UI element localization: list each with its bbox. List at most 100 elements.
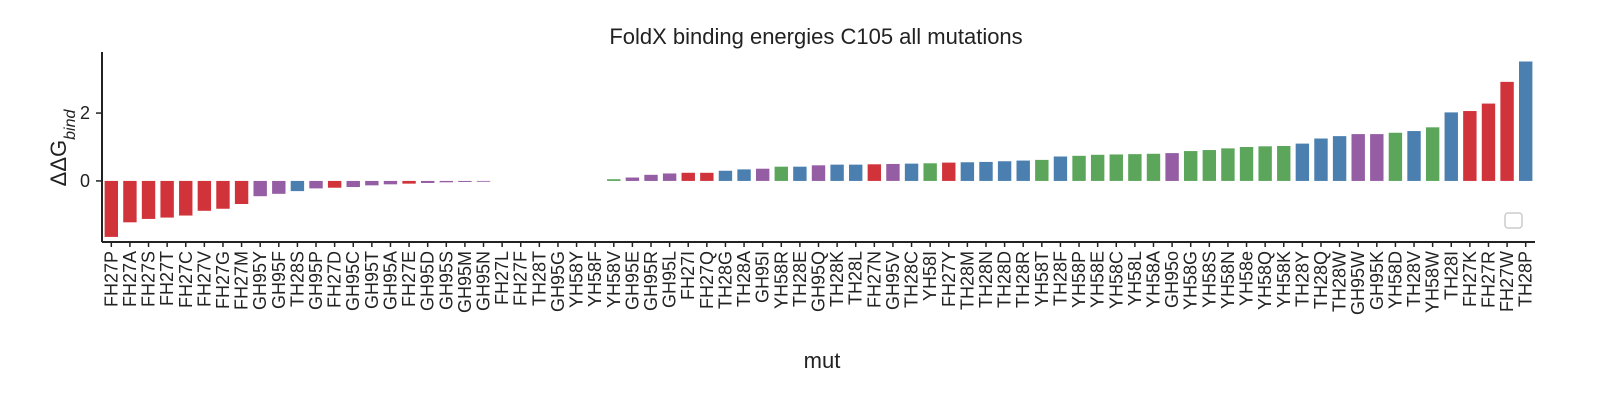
bar-FH27S bbox=[141, 180, 156, 219]
x-tick-label: YH58W bbox=[1423, 251, 1443, 313]
bar-TH28P bbox=[1519, 61, 1533, 181]
x-tick-label: FH27F bbox=[511, 251, 531, 306]
x-tick-label: YH58K bbox=[1274, 251, 1294, 308]
bar-GH95E bbox=[625, 177, 640, 181]
x-tick-label: FH27L bbox=[492, 251, 512, 305]
bar-YH58A bbox=[1146, 153, 1161, 181]
bar-YH58D bbox=[1388, 132, 1403, 181]
x-tick-label: GH95Q bbox=[809, 251, 829, 312]
x-tick-label: FH27K bbox=[1460, 251, 1480, 307]
bar-YH58I bbox=[923, 163, 937, 181]
x-tick-label: FH27G bbox=[213, 251, 233, 309]
x-tick-label: TH28K bbox=[827, 251, 847, 307]
bar-YH58P bbox=[1072, 155, 1086, 181]
bar-TH28F bbox=[1053, 156, 1068, 181]
x-tick-label: YH58L bbox=[1125, 251, 1145, 306]
bar-TH28N bbox=[979, 161, 993, 181]
y-axis-label: ΔΔGbind bbox=[46, 109, 79, 187]
x-tick-label: FH27P bbox=[101, 251, 121, 307]
x-tick-label: YH58T bbox=[1032, 251, 1052, 307]
bar-TH28A bbox=[737, 169, 751, 181]
x-tick-label: TH28M bbox=[957, 251, 977, 310]
bar-TH28E bbox=[793, 166, 807, 181]
x-tick-label: GH95V bbox=[883, 251, 903, 310]
bar-GH95S bbox=[439, 180, 453, 183]
x-tick-label: FH27I bbox=[678, 251, 698, 300]
x-tick-label: FH27A bbox=[120, 251, 140, 307]
x-tick-label: YH58S bbox=[1199, 251, 1219, 308]
bar-YH58W bbox=[1425, 127, 1440, 181]
bar-TH28R bbox=[1016, 160, 1030, 181]
bar-FH27A bbox=[123, 180, 137, 223]
bar-FH27Q bbox=[700, 172, 714, 181]
y-tick-label: 2 bbox=[80, 103, 90, 123]
bar-YH58T bbox=[1035, 159, 1049, 181]
bar-YH58N bbox=[1221, 148, 1235, 181]
bar-GH95V bbox=[886, 163, 900, 181]
y-axis-label-main: ΔΔG bbox=[46, 140, 71, 187]
bar-GH95P bbox=[309, 180, 323, 189]
x-axis-label: mut bbox=[804, 348, 841, 373]
bar-GH95C bbox=[346, 180, 360, 188]
x-tick-label: YH58Q bbox=[1255, 251, 1275, 310]
x-tick-label: GH95P bbox=[306, 251, 326, 310]
x-tick-label: GH95N bbox=[474, 251, 494, 311]
bar-GH95o bbox=[1165, 153, 1179, 181]
bar-YH58e bbox=[1239, 147, 1254, 181]
bar-FH27K bbox=[1463, 111, 1477, 181]
x-tick-label: YH58G bbox=[1181, 251, 1201, 310]
x-tick-label: TH28R bbox=[1013, 251, 1033, 308]
x-tick-label: FH27E bbox=[399, 251, 419, 307]
x-tick-label: FH27R bbox=[1478, 251, 1498, 308]
x-tick-label: TH28S bbox=[287, 251, 307, 307]
bar-TH28Q bbox=[1314, 138, 1328, 181]
bar-YH58G bbox=[1184, 151, 1198, 181]
x-tick-label: GH95E bbox=[622, 251, 642, 310]
x-tick-label: FH27M bbox=[232, 251, 252, 310]
x-tick-label: FH27C bbox=[176, 251, 196, 308]
x-tick-label: TH28G bbox=[715, 251, 735, 309]
bar-YH58R bbox=[774, 166, 788, 181]
x-tick-label: TH28D bbox=[995, 251, 1015, 308]
x-tick-label: YH58D bbox=[1385, 251, 1405, 309]
x-tick-label: FH27V bbox=[194, 251, 214, 307]
bar-TH28M bbox=[960, 162, 975, 181]
x-tick-label: FH27S bbox=[139, 251, 159, 307]
x-tick-label: GH95G bbox=[548, 251, 568, 312]
bar-YH58V bbox=[607, 179, 621, 181]
bar-GH95M bbox=[458, 180, 472, 182]
x-tick-label: GH95A bbox=[380, 251, 400, 310]
bar-TH28G bbox=[718, 170, 733, 181]
x-tick-label: GH95F bbox=[269, 251, 289, 309]
x-tick-label: FH27Q bbox=[697, 251, 717, 309]
bar-YH58K bbox=[1277, 145, 1291, 181]
bar-YH58E bbox=[1090, 154, 1105, 181]
x-tick-label: YH58e bbox=[1237, 251, 1257, 306]
legend-box bbox=[1504, 212, 1523, 229]
x-tick-label: YH58F bbox=[585, 251, 605, 307]
x-tick-label: TH28N bbox=[976, 251, 996, 308]
x-ticks-group: FH27PFH27AFH27SFH27TFH27CFH27VFH27GFH27M… bbox=[101, 242, 1536, 315]
bar-FH27P bbox=[104, 180, 119, 237]
x-tick-label: YH58Y bbox=[567, 251, 587, 308]
bar-GH95N bbox=[476, 180, 491, 182]
x-tick-label: GH95L bbox=[660, 251, 680, 308]
bar-FH27M bbox=[234, 180, 249, 204]
bar-FH27R bbox=[1481, 103, 1496, 181]
bar-TH28V bbox=[1407, 131, 1421, 181]
x-tick-label: FH27D bbox=[325, 251, 345, 308]
bars-group bbox=[104, 61, 1533, 237]
bar-GH95R bbox=[644, 174, 658, 181]
bar-GH95Q bbox=[811, 165, 826, 181]
x-tick-label: YH58I bbox=[920, 251, 940, 301]
x-tick-label: GH95M bbox=[455, 251, 475, 313]
bar-GH95L bbox=[662, 173, 677, 181]
x-tick-label: YH58N bbox=[1218, 251, 1238, 309]
x-tick-label: GH95C bbox=[343, 251, 363, 311]
x-tick-label: GH95T bbox=[362, 251, 382, 309]
bar-YH58Q bbox=[1258, 146, 1272, 181]
bar-TH28Y bbox=[1295, 143, 1310, 181]
x-tick-label: FH27W bbox=[1497, 251, 1517, 312]
x-tick-label: GH95Y bbox=[250, 251, 270, 310]
bar-TH28I bbox=[1444, 112, 1458, 181]
